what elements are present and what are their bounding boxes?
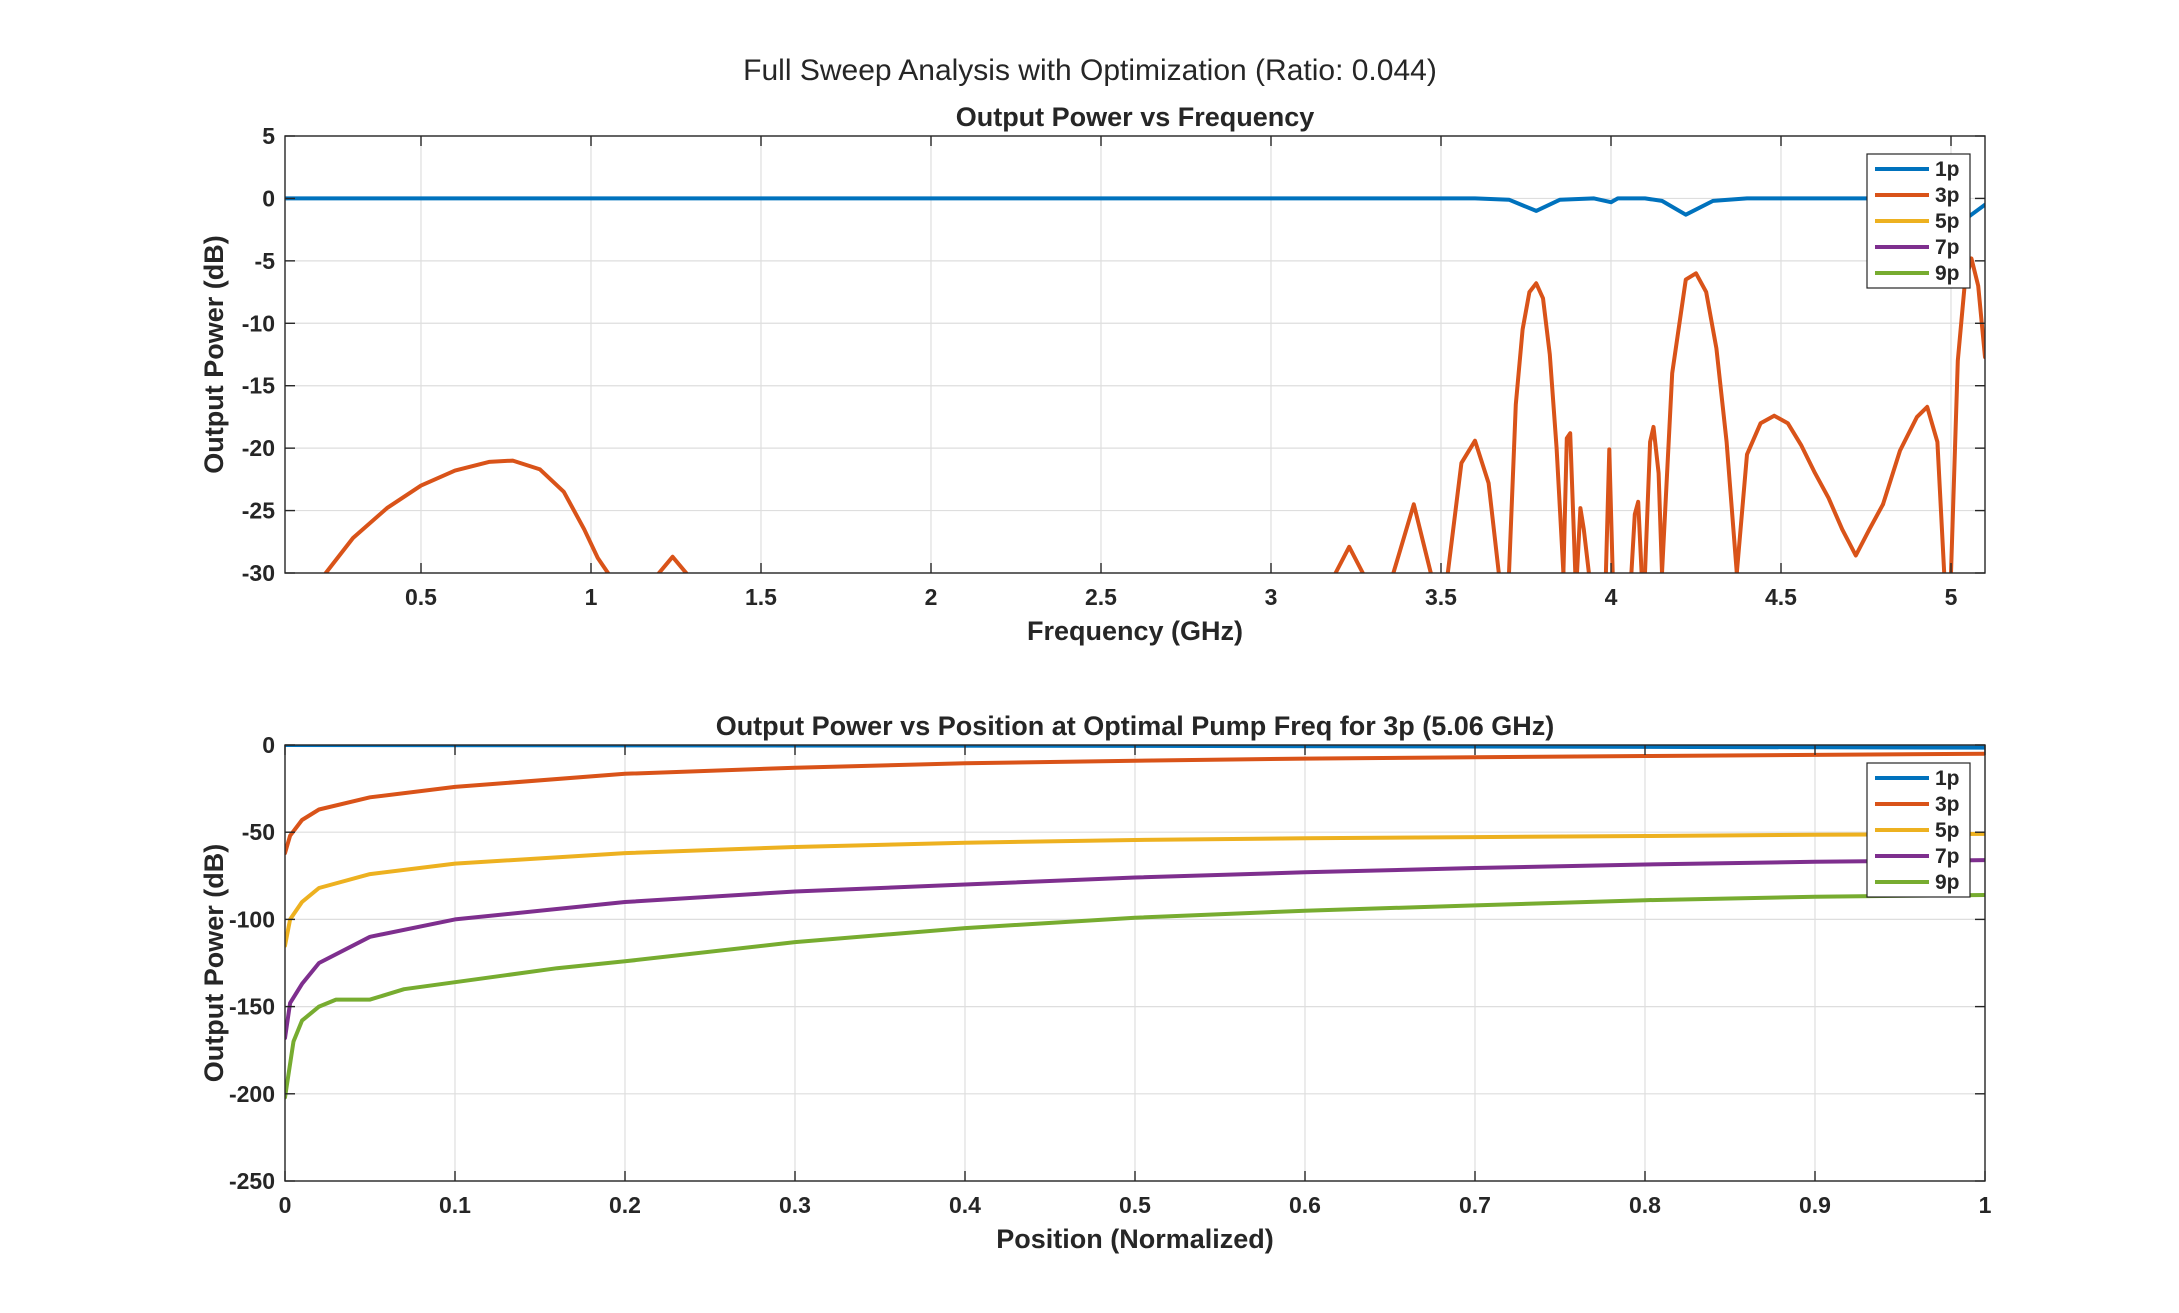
frequency-plot-line-3p [657, 554, 689, 573]
position-plot-title: Output Power vs Position at Optimal Pump… [716, 711, 1555, 741]
frequency-plot-line-3p [1391, 502, 1433, 573]
frequency-plot-legend-label-7p: 7p [1935, 236, 1960, 259]
frequency-plot-line-3p [1660, 271, 1739, 573]
frequency-plot-xtick-label: 1.5 [745, 584, 777, 610]
position-plot: 0 0.1 0.2 0.3 0.4 0.5 0.6 0.7 0.8 0.9 1 0 -50 -100 -15… [199, 711, 1992, 1254]
frequency-plot-legend-label-5p: 5p [1935, 210, 1960, 233]
frequency-plot-xtick-label: 2 [925, 584, 938, 610]
frequency-plot-ytick-label: 0 [262, 185, 275, 211]
frequency-plot-line-3p [1445, 438, 1501, 573]
frequency-plot-line-3p [1643, 424, 1664, 573]
position-plot-ytick-label: -200 [229, 1081, 275, 1107]
position-plot-xlabel: Position (Normalized) [996, 1224, 1274, 1254]
position-plot-xtick-label: 0.4 [949, 1192, 981, 1218]
position-plot-line-7p [285, 858, 1985, 1040]
frequency-plot-xtick-label: 1 [585, 584, 598, 610]
frequency-plot-line-3p [1734, 413, 1885, 573]
position-plot-ytick-label: 0 [262, 732, 275, 758]
frequency-plot-line-3p [1333, 544, 1365, 573]
position-plot-ytick-label: -100 [229, 906, 275, 932]
position-plot-ytick-label: -150 [229, 994, 275, 1020]
frequency-plot-line-3p [1507, 281, 1566, 573]
position-plot-xtick-label: 0.2 [609, 1192, 641, 1218]
frequency-plot-line-3p [1881, 404, 1947, 573]
position-plot-grid [284, 744, 1986, 1182]
position-plot-line-3p [285, 751, 1985, 856]
frequency-plot-xtick-label: 4 [1605, 584, 1618, 610]
position-plot-xtick-label: 0.9 [1799, 1192, 1831, 1218]
position-plot-xtick-label: 0.5 [1119, 1192, 1151, 1218]
position-plot-legend-label-1p: 1p [1935, 767, 1960, 790]
frequency-plot-line-3p [1949, 256, 1985, 573]
frequency-plot-ytick-label: -5 [255, 248, 276, 274]
position-plot-line-5p [285, 831, 1985, 948]
position-plot-ytick-label: -250 [229, 1168, 275, 1194]
position-plot-legend-label-9p: 9p [1935, 871, 1960, 894]
frequency-plot-line-1p [285, 196, 1985, 220]
frequency-plot-ytick-label: -25 [242, 498, 275, 524]
position-plot-legend: 1p 3p 5p 7p 9p [1866, 762, 1971, 898]
frequency-plot-xtick-label: 3.5 [1425, 584, 1457, 610]
figure-suptitle: Full Sweep Analysis with Optimization (R… [743, 54, 1437, 87]
frequency-plot-line-3p [1575, 506, 1591, 573]
frequency-plot-legend-label-3p: 3p [1935, 184, 1960, 207]
frequency-plot-xtick-label: 0.5 [405, 584, 437, 610]
frequency-plot-ylabel: Output Power (dB) [199, 235, 229, 473]
position-plot-ylabel: Output Power (dB) [199, 844, 229, 1082]
position-plot-ytick-label: -50 [242, 819, 275, 845]
frequency-plot-line-3p [1603, 447, 1615, 573]
frequency-plot-xtick-label: 4.5 [1765, 584, 1797, 610]
frequency-plot-ticks: 0.5 1 1.5 2 2.5 3 3.5 4 4.5 5 5 0 -5 -10 -15 -20 -25 -30 [242, 123, 1985, 610]
position-plot-ticks: 0 0.1 0.2 0.3 0.4 0.5 0.6 0.7 0.8 0.9 1 0 -50 -100 -15… [229, 732, 1992, 1218]
frequency-plot-xlabel: Frequency (GHz) [1027, 616, 1243, 646]
frequency-plot-line-3p [323, 458, 610, 573]
frequency-plot: 0.5 1 1.5 2 2.5 3 3.5 4 4.5 550-5-10-15-20-25-30 … [199, 102, 1986, 646]
position-plot-legend-label-5p: 5p [1935, 819, 1960, 842]
position-plot-xtick-label: 0.3 [779, 1192, 811, 1218]
frequency-plot-ytick-label: -10 [242, 310, 275, 336]
position-plot-xtick-label: 0.6 [1289, 1192, 1321, 1218]
frequency-plot-xtick-label: 2.5 [1085, 584, 1117, 610]
frequency-plot-ytick-label: -20 [242, 435, 275, 461]
position-plot-legend-label-7p: 7p [1935, 845, 1960, 868]
frequency-plot-legend-label-9p: 9p [1935, 262, 1960, 285]
position-plot-xtick-label: 0.1 [439, 1192, 471, 1218]
position-plot-legend-label-3p: 3p [1935, 793, 1960, 816]
frequency-plot-xtick-label: 3 [1265, 584, 1278, 610]
frequency-plot-xtick-label: 5 [1945, 584, 1958, 610]
position-plot-xtick-label: 1 [1979, 1192, 1992, 1218]
frequency-plot-line-3p [1561, 431, 1578, 573]
position-plot-line-9p [285, 893, 1985, 1100]
frequency-plot-axes-box [284, 135, 1986, 574]
frequency-plot-title: Output Power vs Frequency [956, 102, 1315, 132]
frequency-plot-legend: 1p 3p 5p 7p 9p [1866, 153, 1971, 289]
position-plot-xtick-label: 0 [279, 1192, 292, 1218]
frequency-plot-ytick-label: -15 [242, 373, 275, 399]
frequency-plot-legend-label-1p: 1p [1935, 158, 1960, 181]
position-plot-xtick-label: 0.8 [1629, 1192, 1661, 1218]
position-plot-xtick-label: 0.7 [1459, 1192, 1491, 1218]
frequency-plot-ytick-label: 5 [262, 123, 275, 149]
frequency-plot-line-3p [1629, 499, 1644, 573]
frequency-plot-ytick-label: -30 [242, 560, 275, 586]
